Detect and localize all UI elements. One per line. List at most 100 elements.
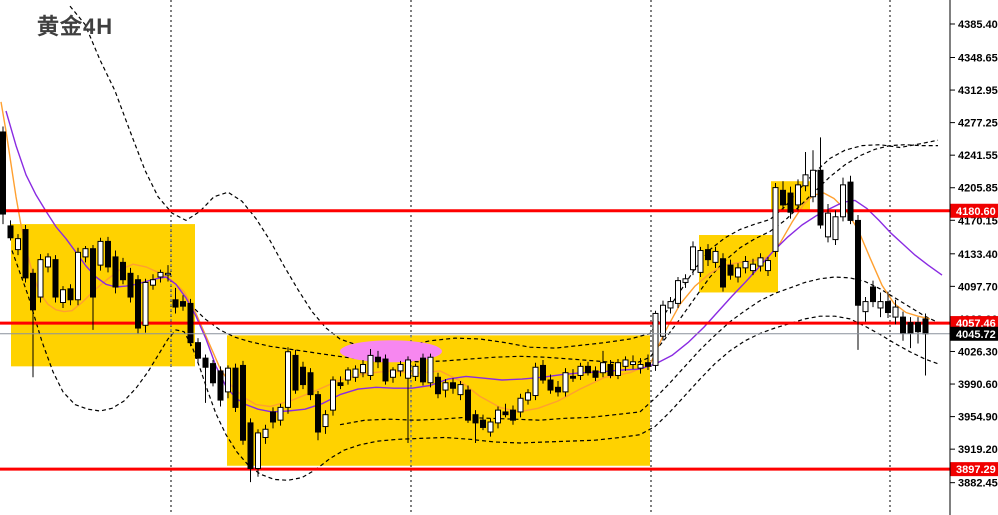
- candle-bearish: [472, 414, 479, 424]
- candle-bullish: [367, 354, 374, 376]
- candle-bearish: [847, 181, 854, 221]
- candle-bullish: [532, 366, 539, 397]
- candle-bullish: [495, 409, 501, 424]
- candle-bearish: [120, 261, 126, 281]
- candle-bearish: [217, 370, 224, 401]
- candle-bearish: [270, 411, 276, 423]
- candle-bearish: [720, 258, 726, 288]
- candle-bullish: [37, 259, 44, 298]
- candle-bullish: [352, 368, 359, 378]
- candle-bullish: [810, 169, 816, 198]
- candle-bullish: [562, 372, 569, 393]
- candle-bearish: [787, 192, 794, 213]
- candle-bullish: [622, 359, 629, 367]
- candle-bearish: [922, 318, 929, 335]
- candle-bullish: [517, 397, 524, 413]
- candle-bearish: [555, 386, 561, 393]
- tick-label: 4026.30: [958, 346, 998, 358]
- candle-bullish: [285, 351, 291, 408]
- candle-bearish: [885, 301, 891, 314]
- candle-bullish: [840, 184, 846, 218]
- candle-bearish: [907, 322, 914, 335]
- candle-bullish: [330, 379, 336, 411]
- candle-bearish: [450, 382, 456, 389]
- candle-bullish: [397, 364, 404, 372]
- candle-bullish: [630, 361, 636, 366]
- candle-bullish: [322, 414, 329, 428]
- candle-bullish: [442, 382, 449, 391]
- candle-bearish: [172, 299, 179, 308]
- candle-bullish: [360, 364, 366, 374]
- candle-bearish: [727, 264, 734, 276]
- candle-bullish: [712, 250, 719, 263]
- candle-bearish: [187, 302, 194, 344]
- current-price-label: 4045.72: [956, 329, 996, 341]
- candle-bullish: [757, 257, 764, 267]
- candle-bullish: [682, 278, 689, 283]
- candle-bullish: [697, 250, 704, 273]
- candle-bullish: [577, 365, 584, 376]
- candle-bullish: [615, 362, 621, 376]
- candle-bearish: [915, 322, 921, 333]
- candle-bearish: [480, 419, 486, 428]
- candle-bearish: [570, 375, 576, 379]
- candle-bullish: [82, 248, 89, 258]
- candle-bearish: [7, 225, 14, 239]
- tick-label: 4205.85: [958, 183, 998, 195]
- candle-bullish: [667, 301, 674, 309]
- candle-bearish: [547, 379, 554, 391]
- candle-bearish: [232, 367, 239, 408]
- price-axis-strip: [950, 0, 998, 515]
- chart-title: 黄金4H: [37, 14, 114, 39]
- candle-bearish: [202, 357, 209, 368]
- candle-bullish: [225, 367, 231, 393]
- candle-bearish: [540, 364, 546, 381]
- candle-bearish: [870, 286, 876, 303]
- upper-outer-band: [69, 5, 939, 349]
- candle-bearish: [210, 363, 216, 384]
- candle-bearish: [67, 288, 74, 301]
- candle-bullish: [750, 263, 756, 272]
- candle-bearish: [127, 272, 134, 298]
- candle-bullish: [862, 301, 869, 313]
- candle-bullish: [735, 267, 741, 278]
- candle-bullish: [60, 289, 66, 304]
- tick-label: 4170.15: [958, 215, 998, 227]
- annotation-ellipse: [340, 340, 442, 363]
- candle-bullish: [405, 359, 411, 379]
- candle-bearish: [592, 370, 599, 378]
- candle-bearish: [195, 342, 201, 359]
- tick-label: 3882.45: [958, 478, 998, 490]
- candle-bullish: [690, 246, 696, 271]
- current-price-label-bg: [950, 326, 998, 341]
- candle-bullish: [742, 260, 749, 269]
- candle-bearish: [90, 248, 96, 298]
- candle-bullish: [255, 432, 261, 469]
- candle-bearish: [375, 356, 381, 363]
- hline-price-label: 4180.60: [956, 206, 996, 218]
- candle-bearish: [510, 409, 516, 421]
- hline-price-label-bg: [950, 316, 998, 331]
- candle-bullish: [157, 271, 164, 278]
- candle-bullish: [457, 384, 464, 396]
- candle-bullish: [165, 272, 171, 276]
- candle-bearish: [705, 249, 711, 261]
- tick-label: 4312.95: [958, 85, 998, 97]
- tick-label: 4385.40: [958, 19, 998, 31]
- candle-bearish: [855, 219, 861, 306]
- candle-bearish: [382, 358, 389, 382]
- lower-outer-band: [11, 250, 941, 481]
- candle-bullish: [345, 369, 351, 381]
- hline-price-label-bg: [950, 203, 998, 218]
- tick-label: 3954.90: [958, 412, 998, 424]
- candle-bearish: [607, 364, 614, 376]
- candle-bullish: [15, 238, 21, 251]
- tick-label: 4097.70: [958, 281, 998, 293]
- candle-bullish: [390, 369, 396, 378]
- slow-ma: [5, 110, 943, 413]
- candle-bullish: [262, 428, 269, 438]
- candle-bearish: [105, 240, 111, 268]
- candle-bullish: [412, 365, 419, 377]
- candle-bearish: [780, 189, 786, 206]
- candle-bearish: [645, 362, 651, 367]
